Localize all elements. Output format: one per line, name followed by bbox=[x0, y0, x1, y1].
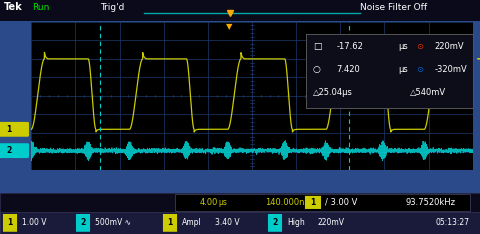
Text: μs: μs bbox=[398, 65, 408, 74]
Text: -17.62: -17.62 bbox=[336, 42, 363, 51]
FancyBboxPatch shape bbox=[305, 196, 321, 209]
Text: High: High bbox=[287, 218, 305, 227]
Text: μs: μs bbox=[398, 42, 408, 51]
Text: -320mV: -320mV bbox=[435, 65, 468, 74]
Text: △25.04μs: △25.04μs bbox=[313, 88, 353, 98]
Text: Run: Run bbox=[32, 3, 49, 12]
Text: Tek: Tek bbox=[4, 2, 23, 12]
Text: 05:13:27: 05:13:27 bbox=[435, 218, 469, 227]
Text: ⊙: ⊙ bbox=[417, 42, 423, 51]
FancyBboxPatch shape bbox=[0, 143, 29, 158]
Text: 1: 1 bbox=[168, 218, 173, 227]
FancyBboxPatch shape bbox=[0, 122, 29, 137]
Text: / 3.00 V: / 3.00 V bbox=[325, 198, 358, 207]
Text: 220mV: 220mV bbox=[318, 218, 345, 227]
Text: Ampl: Ampl bbox=[182, 218, 202, 227]
Text: ▼: ▼ bbox=[226, 22, 233, 31]
Text: ⊙: ⊙ bbox=[417, 65, 423, 74]
FancyBboxPatch shape bbox=[268, 214, 282, 232]
Text: 1: 1 bbox=[7, 125, 12, 134]
FancyBboxPatch shape bbox=[76, 214, 90, 232]
Text: 140.000ns: 140.000ns bbox=[265, 198, 309, 207]
Text: ○: ○ bbox=[313, 65, 321, 74]
Text: △540mV: △540mV bbox=[410, 88, 446, 98]
Text: μs: μs bbox=[218, 198, 227, 207]
Text: 1.00 V: 1.00 V bbox=[22, 218, 47, 227]
Text: 2: 2 bbox=[7, 146, 12, 155]
Text: 1: 1 bbox=[7, 218, 12, 227]
Text: Noise Filter Off: Noise Filter Off bbox=[360, 3, 427, 12]
Text: 220mV: 220mV bbox=[435, 42, 465, 51]
Text: 2: 2 bbox=[272, 218, 277, 227]
Text: 1: 1 bbox=[311, 198, 316, 207]
Text: 4.00: 4.00 bbox=[200, 198, 218, 207]
FancyBboxPatch shape bbox=[163, 214, 177, 232]
Text: 93.7520kHz: 93.7520kHz bbox=[405, 198, 455, 207]
Text: Trig'd: Trig'd bbox=[100, 3, 124, 12]
Text: 2: 2 bbox=[80, 218, 85, 227]
Text: 500mV ∿: 500mV ∿ bbox=[95, 218, 131, 227]
Text: 7.420: 7.420 bbox=[336, 65, 360, 74]
Text: □: □ bbox=[313, 42, 322, 51]
FancyBboxPatch shape bbox=[3, 214, 17, 232]
Text: 3.40 V: 3.40 V bbox=[215, 218, 240, 227]
Bar bbox=[175, 194, 470, 211]
